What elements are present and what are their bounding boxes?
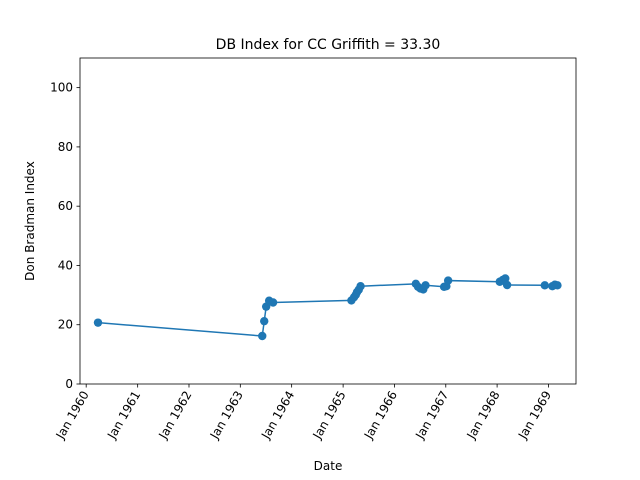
data-point	[553, 281, 562, 290]
data-point	[540, 281, 549, 290]
y-axis-label: Don Bradman Index	[23, 161, 37, 281]
y-tick-label: 60	[58, 199, 73, 213]
x-tick-label: Jan 1960	[53, 389, 92, 443]
x-tick-label: Jan 1962	[156, 389, 195, 443]
x-tick-label: Jan 1963	[207, 389, 246, 443]
x-tick-label: Jan 1961	[104, 389, 143, 443]
series-layer	[93, 274, 562, 341]
x-tick-label: Jan 1966	[361, 389, 400, 443]
x-axis-label: Date	[314, 459, 343, 473]
plot-area	[79, 57, 577, 385]
x-tick-label: Jan 1967	[412, 389, 451, 443]
data-point	[268, 298, 278, 307]
data-point	[260, 316, 269, 326]
x-tick-label: Jan 1969	[515, 389, 554, 443]
x-tick-label: Jan 1968	[464, 389, 503, 443]
y-tick-label: 0	[65, 377, 73, 391]
plot-frame	[79, 57, 577, 385]
data-point	[501, 274, 510, 283]
x-tick-label: Jan 1965	[310, 389, 349, 443]
x-tick-label: Jan 1964	[258, 389, 297, 443]
data-point	[93, 318, 103, 327]
data-point	[421, 281, 430, 290]
y-tick-label: 20	[58, 318, 73, 332]
x-axis: Jan 1960 Jan 1961 Jan 1962 Jan 1963 Jan 1964…	[53, 384, 554, 442]
y-tick-label: 80	[58, 140, 73, 154]
data-point	[443, 276, 453, 285]
series-line	[97, 277, 558, 337]
chart-title: DB Index for CC Griffith = 33.30	[216, 37, 441, 53]
y-tick-label: 40	[58, 258, 73, 272]
data-point	[356, 282, 365, 291]
data-point	[258, 331, 267, 341]
y-axis: 0 20 40 60 80 100	[50, 81, 80, 391]
y-tick-label: 100	[50, 81, 73, 95]
data-point	[502, 280, 512, 290]
